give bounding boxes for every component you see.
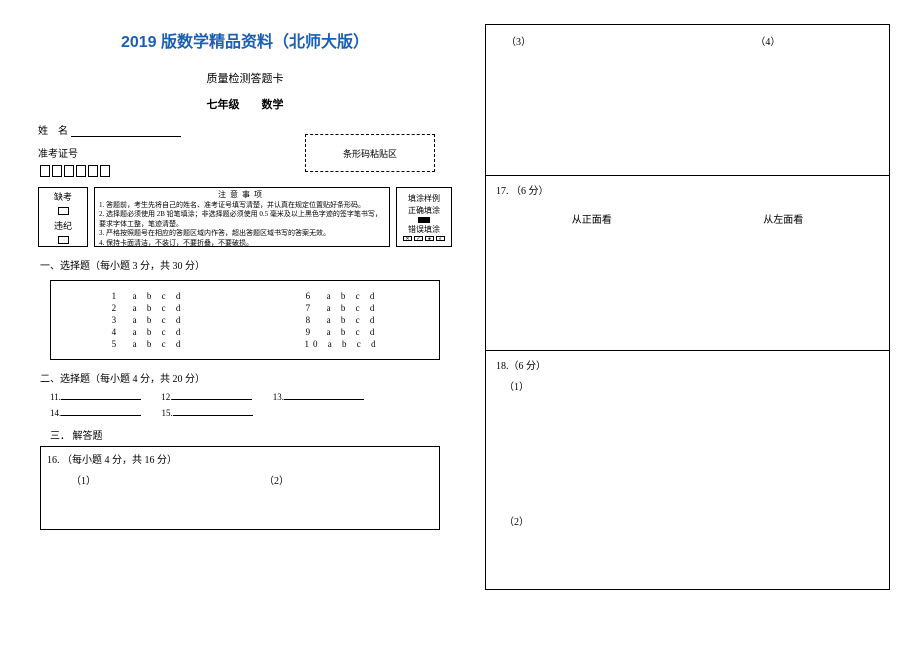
q17-box: 17. （6 分） 从正面看 从左面看 [485, 175, 890, 351]
q16-box-right: （3） （4） [485, 24, 890, 176]
q18-sub-2: （2） [504, 513, 879, 528]
notice-box: 注意事项 1. 答题前，考生先将自己的姓名、准考证号填写清楚，并认真在规定位置贴… [94, 187, 390, 247]
blank-line[interactable] [173, 415, 253, 416]
notice-line-2: 2. 选择题必须使用 2B 铅笔填涂；非选择题必须使用 0.5 毫米及以上黑色字… [99, 210, 385, 229]
choice-col-left: 1 a b c d 2 a b c d 3 a b c d 4 a b c d … [51, 291, 245, 349]
violation-checkbox[interactable] [58, 236, 69, 244]
absence-box: 缺考 违纪 [38, 187, 88, 247]
q16-box: 16. （每小题 4 分，共 16 分） （1） （2） [40, 446, 440, 530]
grade-line: 七年级 数学 [30, 96, 460, 112]
barcode-zone: 条形码粘贴区 [305, 134, 435, 172]
choice-row[interactable]: 1 a b c d [112, 291, 185, 301]
blank-12: 12. [161, 392, 172, 402]
blank-line[interactable] [284, 399, 364, 400]
violation-label: 违纪 [54, 219, 72, 232]
correct-mark-icon [418, 217, 430, 223]
notice-header: 注意事项 [99, 190, 385, 201]
blank-line[interactable] [61, 399, 141, 400]
blank-line[interactable] [172, 399, 252, 400]
q16-sub-3: （3） [496, 33, 657, 48]
ticket-boxes[interactable] [38, 163, 112, 179]
q16-sub-4: （4） [657, 33, 879, 48]
choice-row[interactable]: 2 a b c d [112, 303, 185, 313]
q16-sub-2: （2） [240, 472, 433, 487]
q18-box: 18.（6 分） （1） （2） [485, 350, 890, 590]
q18-heading: 18.（6 分） [496, 357, 879, 372]
blank-14: 14. [50, 408, 61, 418]
fill-example-box: 填涂样例 正确填涂 错误填涂 ✕✓●◐ [396, 187, 452, 247]
blank-13: 13. [273, 392, 284, 402]
fill-wrong-label: 错误填涂 [408, 224, 440, 235]
choice-row[interactable]: 7 a b c d [306, 303, 379, 313]
choice-row[interactable]: 4 a b c d [112, 327, 185, 337]
name-blank[interactable] [71, 136, 181, 137]
choice-box[interactable]: 1 a b c d 2 a b c d 3 a b c d 4 a b c d … [50, 280, 440, 360]
absent-checkbox[interactable] [58, 207, 69, 215]
q17-front-view: 从正面看 [496, 211, 688, 226]
blank-15: 15. [162, 408, 173, 418]
section-1-heading: 一、选择题（每小题 3 分，共 30 分） [40, 257, 460, 272]
q17-left-view: 从左面看 [688, 211, 880, 226]
wrong-marks-row: ✕✓●◐ [403, 236, 445, 241]
choice-row[interactable]: 10 a b c d [305, 339, 380, 349]
q17-heading: 17. （6 分） [496, 182, 879, 197]
notice-line-3: 3. 严格按照题号在相应的答题区域内作答，超出答题区域书写的答案无效。 [99, 229, 385, 238]
notice-line-4: 4. 保持卡面清洁，不装订，不要折叠，不要破损。 [99, 239, 385, 248]
q16-heading: 16. （每小题 4 分，共 16 分） [47, 451, 433, 466]
choice-row[interactable]: 9 a b c d [306, 327, 379, 337]
blank-line[interactable] [61, 415, 141, 416]
choice-row[interactable]: 3 a b c d [112, 315, 185, 325]
blank-11: 11. [50, 392, 61, 402]
main-title: 2019 版数学精品资料（北师大版） [30, 28, 460, 52]
section-3-heading: 三． 解答题 [50, 427, 460, 442]
notice-line-1: 1. 答题前，考生先将自己的姓名、准考证号填写清楚，并认真在规定位置贴好条形码。 [99, 201, 385, 210]
name-label: 姓 名 [38, 126, 68, 137]
choice-row[interactable]: 5 a b c d [112, 339, 185, 349]
choice-col-right: 6 a b c d 7 a b c d 8 a b c d 9 a b c d … [245, 291, 439, 349]
subtitle: 质量检测答题卡 [30, 70, 460, 86]
choice-row[interactable]: 6 a b c d [306, 291, 379, 301]
section-2-heading: 二、选择题（每小题 4 分，共 20 分） [40, 370, 460, 385]
fill-title: 填涂样例 [408, 193, 440, 204]
fill-correct-label: 正确填涂 [408, 205, 440, 216]
choice-row[interactable]: 8 a b c d [306, 315, 379, 325]
fill-in-lines: 11. 12. 13. 14. 15. [50, 389, 440, 421]
absent-label: 缺考 [54, 190, 72, 203]
q18-sub-1: （1） [504, 378, 879, 393]
q16-sub-1: （1） [47, 472, 240, 487]
